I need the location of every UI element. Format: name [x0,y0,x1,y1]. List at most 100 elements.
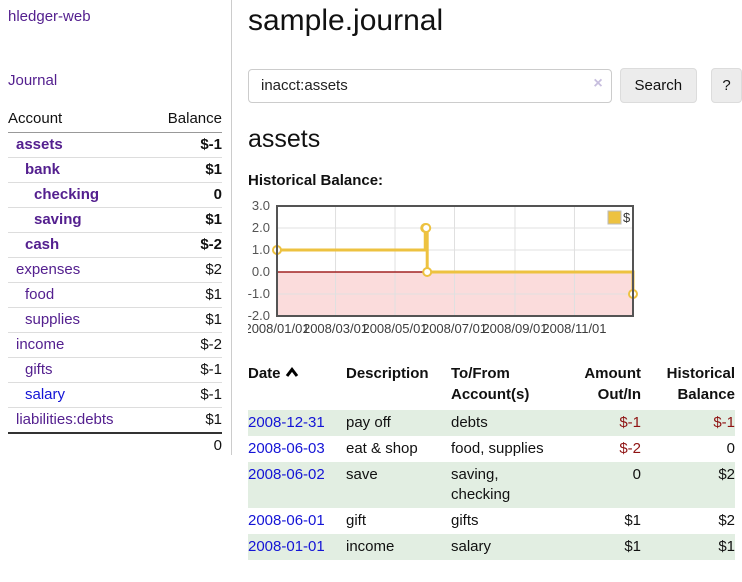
transaction-date-link[interactable]: 2008-06-03 [248,440,325,457]
account-link-food[interactable]: food [25,286,55,303]
transaction-amount: $-1 [619,414,641,431]
transaction-description: eat & shop [346,440,418,457]
search-input[interactable] [248,68,612,103]
svg-text:2008/01/01: 2008/01/01 [248,321,310,336]
register-row: 2008-12-31 pay off debts $-1 $-1 [248,410,735,436]
account-link-supplies[interactable]: supplies [25,311,81,328]
account-link-income[interactable]: income [16,336,65,353]
svg-text:1.0: 1.0 [252,242,270,257]
sidebar: hledger-web Journal Account Balance asse… [0,0,232,458]
svg-text:2008/03/01: 2008/03/01 [303,321,368,336]
account-link-saving[interactable]: saving [34,211,82,228]
transaction-amount: $1 [624,538,641,555]
svg-text:0.0: 0.0 [252,264,270,279]
register-table: Date Description To/From Account(s) Amoun… [248,361,735,560]
help-button[interactable]: ? [711,68,742,103]
chart-canvas: $3.0 2.0 1.0 0.0 -1.0 -2.02008/01/012008/03/0… [244,198,638,336]
account-row-liabilities-debts: liabilities:debts $1 [8,408,222,434]
svg-text:2008/11/01: 2008/11/01 [542,321,606,336]
data-point-marker [421,223,432,233]
account-link-expenses[interactable]: expenses [16,261,81,278]
clear-search-icon[interactable]: × [593,75,603,92]
search-form: × Search ? [248,68,742,103]
register-row: 2008-06-02 save saving, checking 0 $2 [248,462,735,508]
account-link-salary[interactable]: salary [25,386,66,403]
transaction-amount: $-2 [619,440,641,457]
account-balance: $-2 [149,332,222,358]
transaction-description: gift [346,512,367,529]
account-heading: assets [248,125,321,153]
account-row-checking: checking 0 [8,182,222,208]
register-header-row: Date Description To/From Account(s) Amoun… [248,361,735,410]
transaction-amount: $1 [624,512,641,529]
svg-text:-2.0: -2.0 [248,308,270,323]
account-row-income: income $-2 [8,332,222,358]
register-row: 2008-06-03 eat & shop food, supplies $-2… [248,436,735,462]
svg-text:3.0: 3.0 [252,199,270,213]
account-row-expenses: expenses $2 [8,257,222,283]
account-link-bank[interactable]: bank [25,161,61,178]
historical-balance-chart: $3.0 2.0 1.0 0.0 -1.0 -2.0 2008/01/01 2008/03/0… [244,198,742,341]
amount-column-header: Amount Out/In [584,365,641,403]
account-row-gifts: gifts $-1 [8,357,222,383]
transaction-date-link[interactable]: 2008-06-02 [248,466,325,483]
account-balance: $1 [149,307,222,333]
sort-ascending-icon [285,365,299,382]
transaction-balance: $1 [718,538,735,555]
account-link-checking[interactable]: checking [34,186,100,203]
account-row-cash: cash $-2 [8,232,222,258]
account-balance: $-2 [149,232,222,258]
tofrom-column-header: To/From Account(s) [451,365,530,403]
data-point-marker [422,267,433,277]
transaction-date-link[interactable]: 2008-06-01 [248,512,325,529]
account-row-saving: saving $1 [8,207,222,233]
register-row: 2008-06-01 gift gifts $1 $2 [248,508,735,534]
transaction-accounts: saving, checking [451,466,511,503]
account-link-liabilities-debts[interactable]: liabilities:debts [16,411,114,428]
account-row-food: food $1 [8,282,222,308]
svg-text:2.0: 2.0 [252,220,270,235]
legend-label: $ [623,210,631,225]
account-balance: $-1 [149,132,222,158]
date-column-header[interactable]: Date [248,361,346,410]
plot-border [276,205,634,317]
account-column-header: Account [8,108,150,133]
account-balance: 0 [149,182,222,208]
svg-text:-1.0: -1.0 [248,286,270,301]
balance-column-header: Balance [149,108,222,133]
account-total-row: 0 [8,432,222,458]
account-tree-table: Account Balance assets $-1 bank $1 check… [8,108,222,458]
search-button[interactable]: Search [619,68,698,103]
account-total-balance: 0 [149,432,222,458]
transaction-balance: 0 [726,440,735,457]
account-link-cash[interactable]: cash [25,236,60,253]
transaction-accounts: debts [451,414,488,431]
transaction-date-link[interactable]: 2008-01-01 [248,538,325,555]
account-row-assets: assets $-1 [8,132,222,158]
account-link-assets[interactable]: assets [16,136,63,153]
main-content: sample.journal × Search ? assets Histori… [244,0,742,560]
account-link-gifts[interactable]: gifts [25,361,53,378]
account-row-bank: bank $1 [8,157,222,183]
transaction-date-link[interactable]: 2008-12-31 [248,414,325,431]
svg-text:2008/05/01: 2008/05/01 [362,321,427,336]
svg-text:2008/07/01: 2008/07/01 [422,321,487,336]
transaction-description: pay off [346,414,391,431]
transaction-description: income [346,538,395,555]
transaction-accounts: food, supplies [451,440,544,457]
account-balance: $-1 [149,357,222,383]
transaction-description: save [346,466,378,483]
historical-balance-column-header: Historical Balance [666,365,735,403]
transaction-amount: 0 [632,466,641,483]
app-title-link[interactable]: hledger-web [8,8,91,25]
account-balance: $2 [149,257,222,283]
transaction-accounts: gifts [451,512,479,529]
account-balance: $1 [149,207,222,233]
sidebar-item-journal[interactable]: Journal [8,72,58,89]
transaction-balance: $-1 [713,414,735,431]
transaction-balance: $2 [718,512,735,529]
chart-title: Historical Balance: [248,172,384,189]
account-balance: $-1 [149,382,222,408]
description-column-header: Description [346,365,429,382]
legend-swatch [607,210,622,225]
